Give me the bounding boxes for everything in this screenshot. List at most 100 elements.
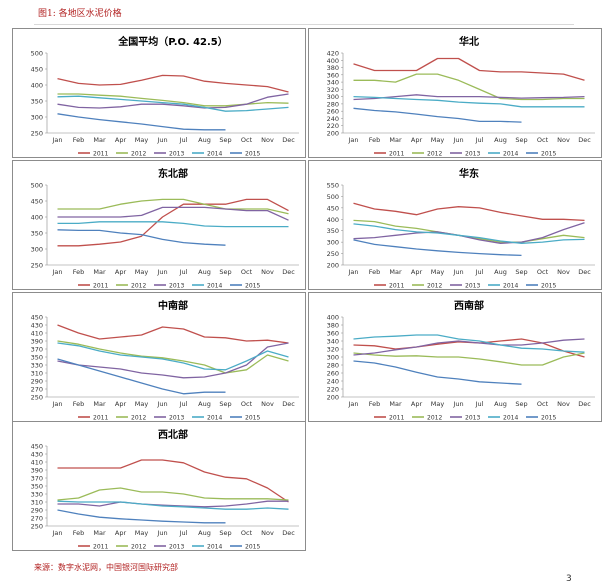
- y-tick-label: 400: [31, 214, 43, 222]
- x-tick-label: Nov: [261, 529, 274, 537]
- x-tick-label: Jul: [179, 529, 188, 537]
- series-line-2013: [353, 338, 585, 356]
- legend-label-2015: 2015: [245, 414, 260, 421]
- x-tick-label: May: [135, 268, 149, 276]
- legend-label-2014: 2014: [503, 282, 518, 289]
- legend-label-2014: 2014: [207, 150, 222, 157]
- y-tick-label: 500: [327, 193, 339, 201]
- x-tick-label: Dec: [282, 529, 295, 537]
- chart-title: 西南部: [454, 299, 484, 312]
- x-tick-label: Jun: [156, 268, 167, 276]
- y-tick-label: 350: [31, 230, 43, 238]
- x-tick-label: Jun: [156, 400, 167, 408]
- y-tick-label: 300: [327, 239, 339, 247]
- y-tick-label: 300: [31, 114, 43, 122]
- legend-label-2011: 2011: [93, 414, 108, 421]
- y-tick-label: 200: [327, 394, 339, 402]
- y-tick-label: 200: [327, 130, 339, 138]
- y-tick-label: 360: [327, 330, 339, 338]
- x-tick-label: Aug: [494, 268, 507, 276]
- x-tick-label: Apr: [411, 400, 423, 408]
- x-tick-label: May: [431, 136, 445, 144]
- y-tick-label: 370: [31, 475, 43, 483]
- x-tick-label: Feb: [73, 529, 85, 537]
- y-tick-label: 390: [31, 338, 43, 346]
- x-tick-label: Jan: [51, 268, 62, 276]
- chart-title: 东北部: [158, 167, 188, 180]
- y-tick-label: 330: [31, 362, 43, 370]
- chart-title: 华东: [459, 167, 479, 180]
- y-tick-label: 300: [327, 93, 339, 101]
- x-tick-label: Feb: [369, 268, 381, 276]
- y-tick-label: 280: [327, 100, 339, 108]
- series-line-2013: [57, 93, 289, 109]
- legend-label-2014: 2014: [503, 414, 518, 421]
- series-line-2011: [57, 74, 289, 93]
- x-tick-label: Dec: [282, 136, 295, 144]
- x-tick-label: Oct: [537, 268, 549, 276]
- y-tick-label: 370: [31, 346, 43, 354]
- series-line-2015: [353, 107, 522, 123]
- x-tick-label: Apr: [115, 136, 127, 144]
- series-line-2013: [353, 94, 585, 101]
- x-tick-label: Jul: [475, 268, 484, 276]
- series-line-2012: [57, 487, 289, 501]
- y-tick-label: 450: [31, 198, 43, 206]
- legend-label-2011: 2011: [389, 282, 404, 289]
- chart-panel-east: 华东 200 250 300 350 400 450 500 550 Jan Feb Mar Apr Ma…: [308, 160, 602, 290]
- legend-label-2014: 2014: [207, 543, 222, 550]
- x-tick-label: May: [431, 268, 445, 276]
- y-tick-label: 550: [327, 182, 339, 190]
- chart-svg: 华东 200 250 300 350 400 450 500 550 Jan Feb Mar Apr Ma…: [327, 167, 595, 289]
- x-tick-label: Jan: [51, 400, 62, 408]
- chart-panel-northeast: 东北部 250 300 350 400 450 500 Jan Feb Mar Apr May Jun J…: [12, 160, 306, 290]
- series-line-2014: [57, 500, 289, 510]
- chart-panel-north: 华北 200 220 240 260 280 300 320 340 360 380 400 420 Ja…: [308, 28, 602, 158]
- x-tick-label: Sep: [219, 529, 231, 537]
- legend-label-2014: 2014: [207, 282, 222, 289]
- x-tick-label: Dec: [578, 136, 591, 144]
- y-tick-label: 290: [31, 507, 43, 515]
- x-tick-label: Dec: [282, 400, 295, 408]
- y-tick-label: 380: [327, 64, 339, 72]
- x-tick-label: Feb: [73, 268, 85, 276]
- legend-label-2012: 2012: [131, 150, 146, 157]
- y-tick-label: 350: [31, 98, 43, 106]
- legend-label-2014: 2014: [207, 414, 222, 421]
- x-tick-label: Apr: [411, 268, 423, 276]
- y-tick-label: 400: [327, 57, 339, 65]
- legend-label-2015: 2015: [541, 414, 556, 421]
- series-line-2014: [353, 334, 585, 353]
- x-tick-label: Nov: [261, 268, 274, 276]
- legend-label-2013: 2013: [465, 282, 480, 289]
- y-tick-label: 250: [327, 250, 339, 258]
- y-tick-label: 410: [31, 330, 43, 338]
- legend-label-2012: 2012: [427, 414, 442, 421]
- x-tick-label: Nov: [557, 268, 570, 276]
- series-line-2015: [57, 509, 226, 524]
- series-line-2015: [353, 239, 522, 257]
- x-tick-label: May: [431, 400, 445, 408]
- x-tick-label: Jul: [179, 136, 188, 144]
- x-tick-label: Jun: [452, 268, 463, 276]
- y-tick-label: 220: [327, 386, 339, 394]
- x-tick-label: Aug: [198, 529, 211, 537]
- y-tick-label: 340: [327, 338, 339, 346]
- x-tick-label: Jun: [452, 136, 463, 144]
- legend-label-2012: 2012: [427, 282, 442, 289]
- y-tick-label: 310: [31, 499, 43, 507]
- series-line-2015: [57, 229, 226, 246]
- x-tick-label: Mar: [93, 400, 106, 408]
- chart-svg: 东北部 250 300 350 400 450 500 Jan Feb Mar Apr May Jun J…: [31, 167, 299, 289]
- y-tick-label: 450: [327, 204, 339, 212]
- y-tick-label: 340: [327, 79, 339, 87]
- x-tick-label: Jul: [475, 400, 484, 408]
- x-tick-label: Sep: [219, 268, 231, 276]
- y-tick-label: 400: [327, 314, 339, 322]
- chart-title: 中南部: [158, 299, 188, 312]
- y-tick-label: 350: [327, 227, 339, 235]
- x-tick-label: Jan: [51, 136, 62, 144]
